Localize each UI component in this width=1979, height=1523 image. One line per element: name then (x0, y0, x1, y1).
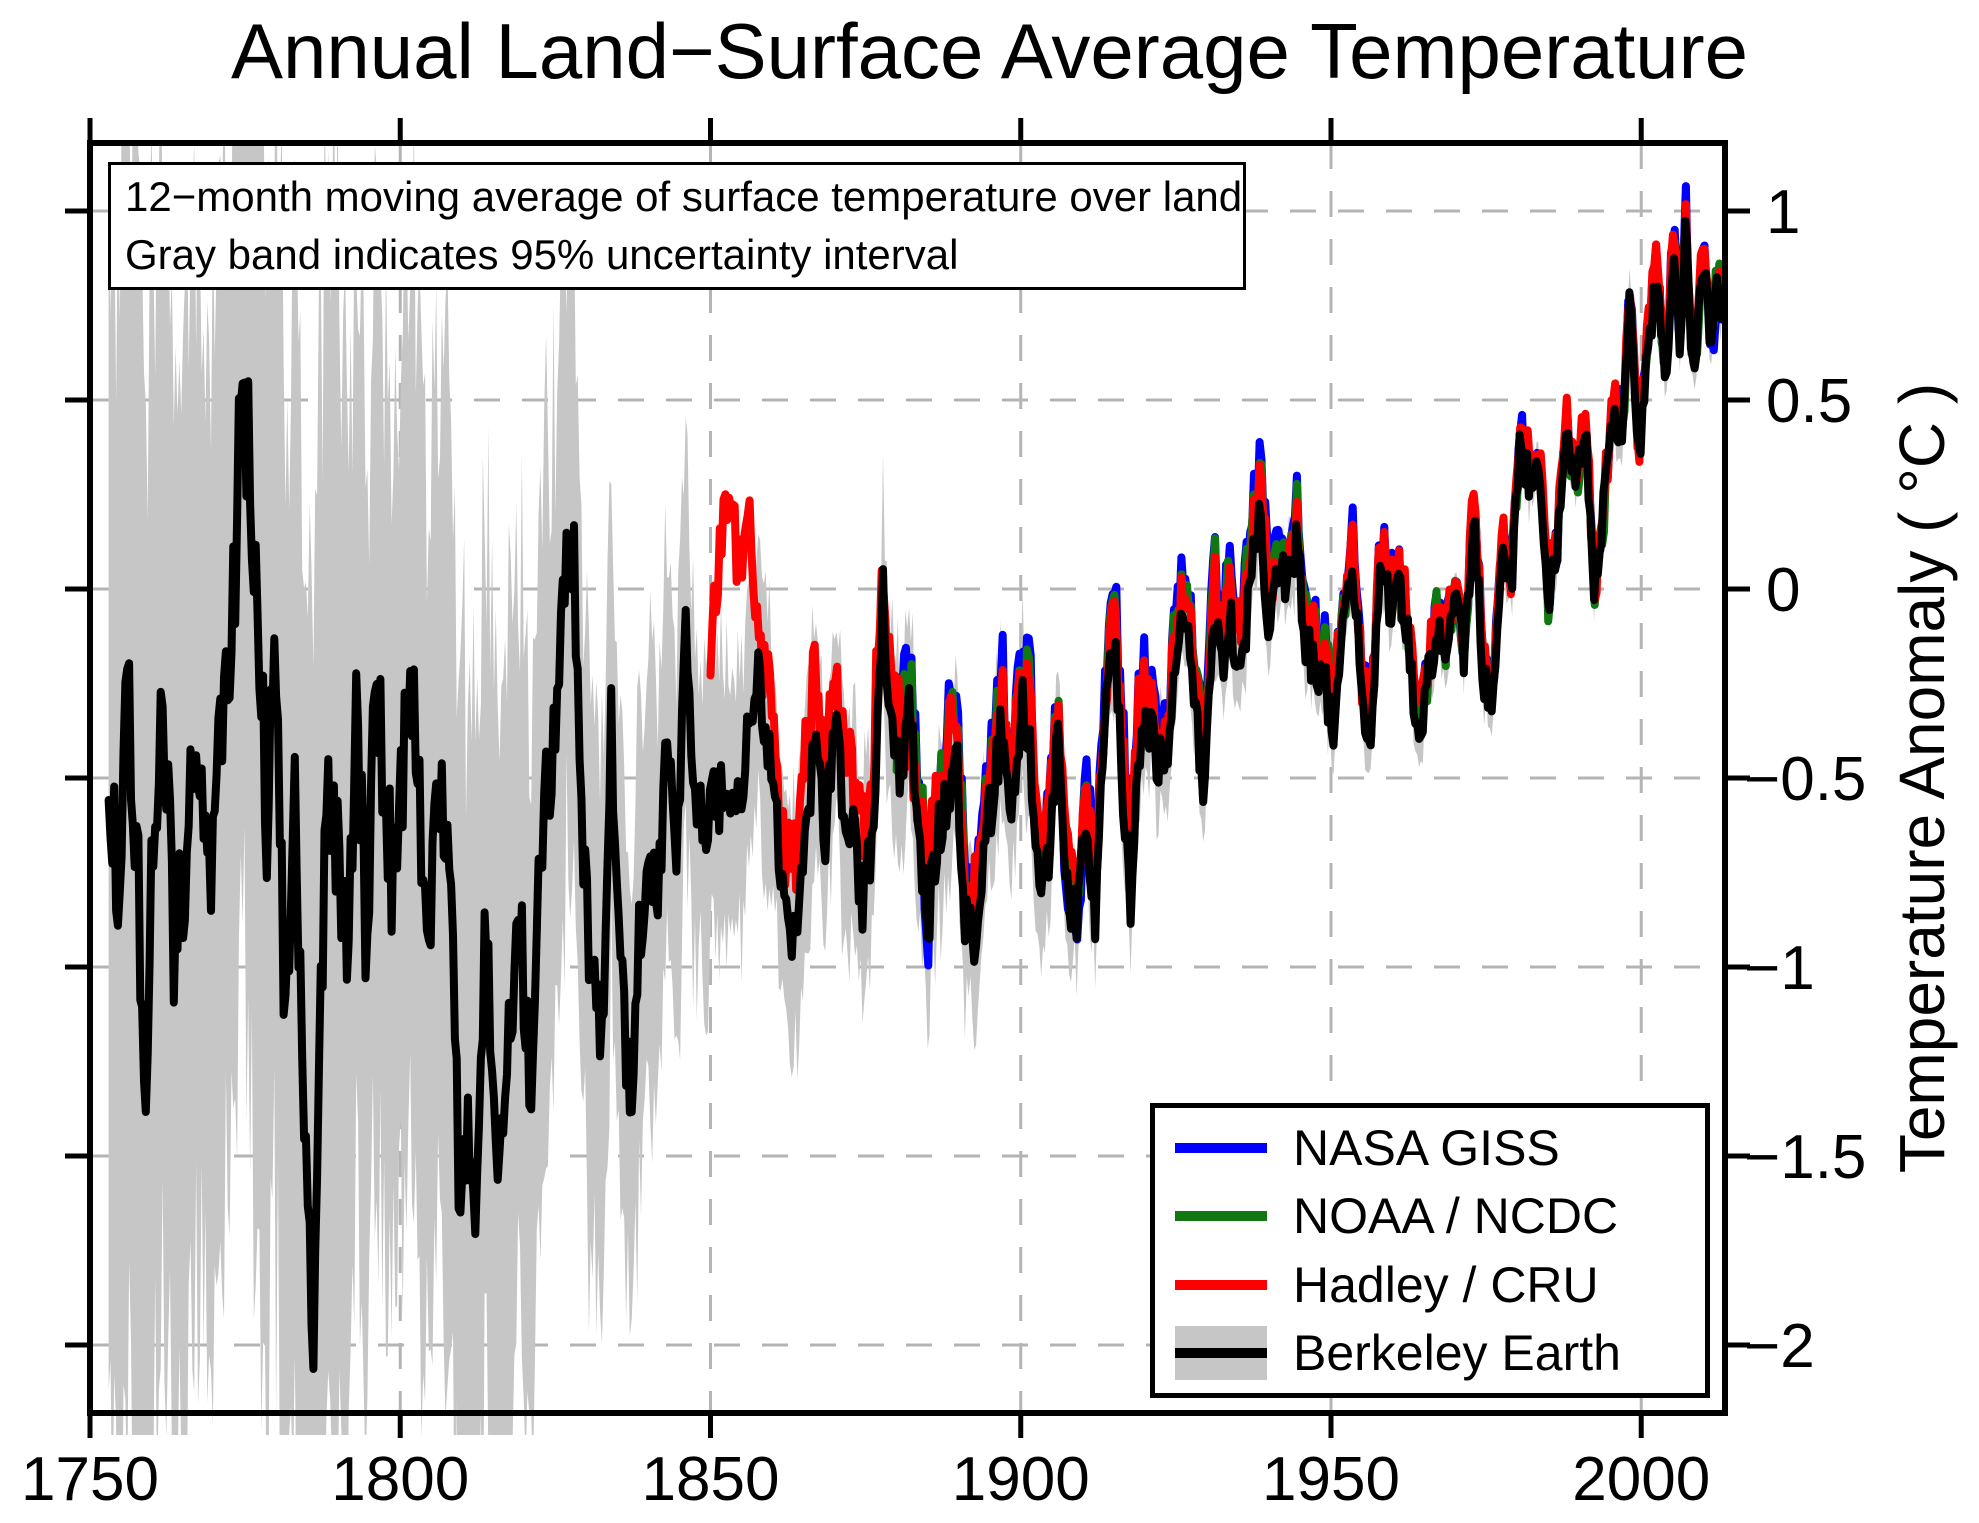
y-tick-label: 1 (1766, 178, 1800, 247)
annotation-line-2: Gray band indicates 95% uncertainty inte… (125, 231, 959, 278)
berkeley-earth-band-swatch (1175, 1325, 1267, 1381)
y-tick-label: −1.5 (1744, 1123, 1866, 1192)
legend-label: NOAA / NCDC (1293, 1188, 1619, 1245)
annotation-box: 12−month moving average of surface tempe… (108, 162, 1246, 290)
legend-label: NASA GISS (1293, 1120, 1560, 1177)
hadley-cru-line-swatch (1175, 1257, 1267, 1313)
series-line-hadley-cru (706, 200, 1725, 945)
legend-item-berkeley-earth: Berkeley Earth (1155, 1321, 1705, 1385)
annotation-line-1: 12−month moving average of surface tempe… (125, 173, 1243, 220)
green-line-icon (1175, 1211, 1267, 1222)
noaa-ncdc-line-swatch (1175, 1188, 1267, 1244)
legend-item-hadley-cru: Hadley / CRU (1155, 1253, 1705, 1317)
y-tick-label: −1 (1744, 934, 1815, 1003)
y-tick-label: 0.5 (1766, 367, 1852, 436)
blue-line-icon (1175, 1143, 1267, 1154)
x-tick-label: 1950 (1262, 1445, 1400, 1514)
plot-border (87, 140, 1728, 1416)
legend-label: Berkeley Earth (1293, 1324, 1621, 1381)
legend-item-nasa-giss: NASA GISS (1155, 1116, 1705, 1180)
x-tick-label: 2000 (1572, 1445, 1710, 1514)
chart-title: Annual Land−Surface Average Temperature (230, 7, 1749, 95)
x-tick-label: 1750 (21, 1445, 159, 1514)
series-line-berkeley-earth (104, 216, 1725, 1373)
legend-item-noaa-ncdc: NOAA / NCDC (1155, 1184, 1705, 1248)
black-line-icon (1175, 1347, 1267, 1358)
y-tick-label: 0 (1766, 556, 1800, 625)
y-tick-label: −0.5 (1744, 745, 1866, 814)
x-tick-label: 1850 (642, 1445, 780, 1514)
x-tick-label: 1900 (952, 1445, 1090, 1514)
y-axis-title: Temperature Anomaly ( °C ) (1886, 382, 1958, 1174)
x-tick-label: 1800 (331, 1445, 469, 1514)
y-tick-label: −2 (1744, 1312, 1815, 1381)
nasa-giss-line-swatch (1175, 1120, 1267, 1176)
red-line-icon (1175, 1279, 1267, 1290)
legend-label: Hadley / CRU (1293, 1256, 1599, 1313)
legend-box: NASA GISS NOAA / NCDC Hadley / CRU Berke… (1150, 1103, 1710, 1398)
